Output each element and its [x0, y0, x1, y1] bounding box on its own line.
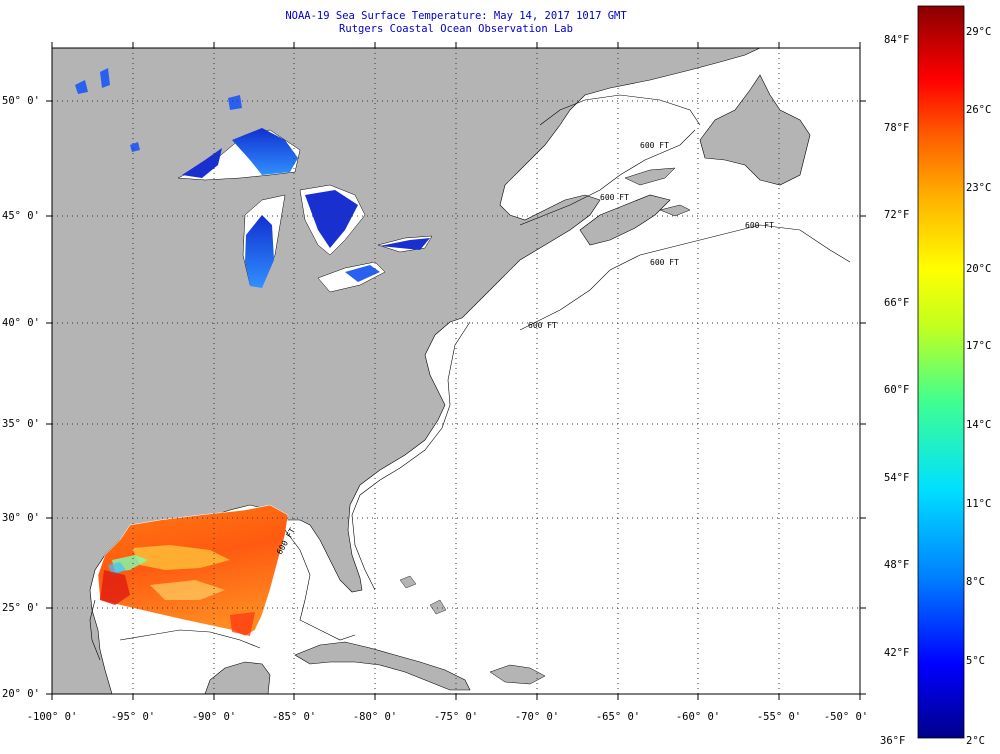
cuba — [294, 641, 471, 691]
longitude-labels: -100° 0' -95° 0' -90° 0' -85° 0' -80° 0'… — [27, 711, 868, 723]
celsius-label: 14°C — [966, 419, 991, 431]
fahrenheit-label: 36°F — [880, 735, 905, 747]
lat-label: 25° 0' — [2, 602, 40, 614]
tick-marks — [46, 42, 866, 700]
anticosti-island — [624, 167, 676, 186]
title-line-satellite: NOAA-19 Sea Surface Temperature: May 14,… — [285, 10, 627, 22]
title-line-lab: Rutgers Coastal Ocean Observation Lab — [339, 23, 573, 35]
nova-scotia — [579, 194, 671, 246]
celsius-label: 26°C — [966, 104, 991, 116]
newfoundland — [699, 74, 811, 186]
depth-label: 600 FT — [640, 141, 669, 150]
colorbar-celsius-labels: 29°C 26°C 23°C 20°C 17°C 14°C 11°C 8°C 5… — [966, 26, 991, 747]
map-title: NOAA-19 Sea Surface Temperature: May 14,… — [52, 10, 860, 36]
fahrenheit-label: 72°F — [884, 209, 909, 221]
fahrenheit-label: 66°F — [884, 297, 909, 309]
fahrenheit-label: 54°F — [884, 472, 909, 484]
lon-label: -50° 0' — [824, 711, 868, 723]
depth-label: 600 FT — [528, 321, 557, 330]
celsius-label: 2°C — [966, 735, 985, 747]
latitude-labels: 50° 0' 45° 0' 40° 0' 35° 0' 30° 0' 25° 0… — [2, 95, 40, 700]
fahrenheit-label: 78°F — [884, 122, 909, 134]
bahamas — [399, 575, 447, 615]
fahrenheit-label: 60°F — [884, 384, 909, 396]
lon-label: -85° 0' — [272, 711, 316, 723]
celsius-label: 8°C — [966, 576, 985, 588]
hispaniola — [489, 664, 546, 685]
celsius-label: 5°C — [966, 655, 985, 667]
lat-label: 35° 0' — [2, 418, 40, 430]
colorbar-gradient — [917, 5, 965, 739]
lon-label: -65° 0' — [596, 711, 640, 723]
pei-island — [659, 204, 691, 217]
small-lakes — [75, 68, 242, 152]
yucatan — [204, 661, 271, 694]
lat-label: 50° 0' — [2, 95, 40, 107]
colorbar-fahrenheit-labels: 84°F 78°F 72°F 66°F 60°F 54°F 48°F 42°F … — [880, 34, 909, 747]
lon-label: -90° 0' — [192, 711, 236, 723]
fahrenheit-label: 84°F — [884, 34, 909, 46]
great-lakes — [177, 128, 433, 293]
celsius-label: 20°C — [966, 263, 991, 275]
fahrenheit-label: 42°F — [884, 647, 909, 659]
lon-label: -70° 0' — [515, 711, 559, 723]
celsius-label: 23°C — [966, 182, 991, 194]
celsius-label: 29°C — [966, 26, 991, 38]
lon-label: -95° 0' — [111, 711, 155, 723]
lon-label: -80° 0' — [353, 711, 397, 723]
depth-label: 600 FT — [745, 221, 774, 230]
celsius-label: 17°C — [966, 340, 991, 352]
lat-label: 30° 0' — [2, 512, 40, 524]
depth-label: 600 FT — [600, 193, 629, 202]
lat-label: 20° 0' — [2, 688, 40, 700]
lat-label: 45° 0' — [2, 210, 40, 222]
celsius-label: 11°C — [966, 498, 991, 510]
lat-label: 40° 0' — [2, 317, 40, 329]
fahrenheit-label: 48°F — [884, 559, 909, 571]
lon-label: -60° 0' — [676, 711, 720, 723]
lon-label: -55° 0' — [757, 711, 801, 723]
lon-label: -75° 0' — [434, 711, 478, 723]
sst-swath-gulf — [97, 504, 289, 637]
depth-contour-lines — [89, 94, 851, 661]
lon-label: -100° 0' — [27, 711, 78, 723]
depth-label: 600 FT — [650, 258, 679, 267]
